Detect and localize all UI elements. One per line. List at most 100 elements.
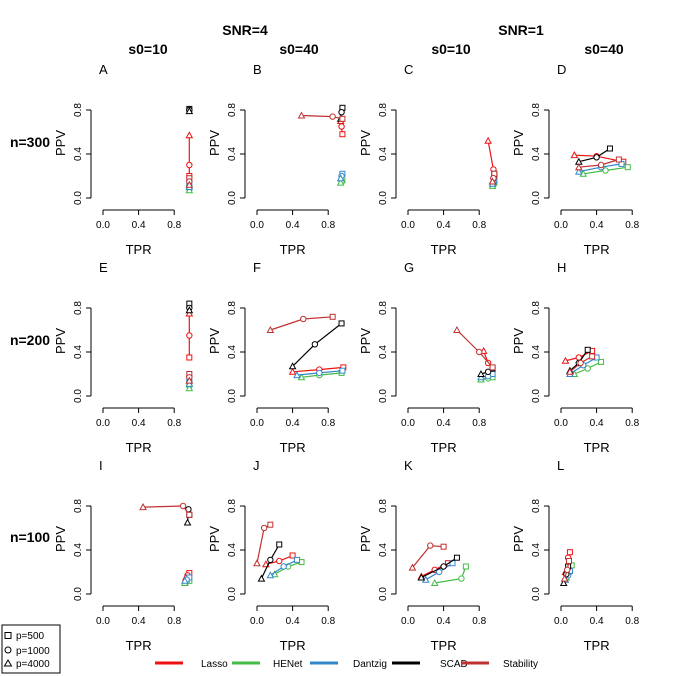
point-lasso-p-4000 <box>561 356 570 364</box>
series-stability <box>185 175 194 188</box>
panel-letter-f: F <box>253 260 261 275</box>
point-stability-p-1000 <box>597 161 605 169</box>
point-lasso-p-500 <box>186 354 193 361</box>
x-tick-label: 0.0 <box>554 616 568 627</box>
series-scad <box>417 554 460 581</box>
panel-letter-a: A <box>99 62 108 77</box>
x-tick-label: 0.0 <box>96 616 110 627</box>
x-tick-label: 0.0 <box>554 220 568 231</box>
point-dantzig-p-4000 <box>336 174 345 182</box>
y-tick-label: 0.8 <box>378 103 389 117</box>
point-stability-p-500 <box>589 353 596 360</box>
panel-letter-j: J <box>253 458 260 473</box>
legend-method-dantzig: Dantzig <box>353 659 387 670</box>
y-axis-title: PPV <box>207 328 222 354</box>
x-axis-title: TPR <box>584 440 610 455</box>
point-lasso-p-4000 <box>185 309 194 317</box>
y-axis-title: PPV <box>53 526 68 552</box>
point-stability-p-4000 <box>253 559 261 567</box>
y-tick-label: 0.4 <box>227 345 238 359</box>
series-stability <box>139 502 193 518</box>
series-henet <box>579 164 631 177</box>
y-tick-label: 0.0 <box>378 191 389 205</box>
x-axis-title: TPR <box>431 638 457 653</box>
y-tick-label: 0.4 <box>227 543 238 557</box>
point-dantzig-p-4000 <box>293 371 301 379</box>
series-dantzig <box>336 170 346 182</box>
series-scad <box>288 320 345 370</box>
x-tick-label: 0.4 <box>132 418 146 429</box>
y-tick-label: 0.4 <box>73 543 84 557</box>
point-dantzig-p-4000 <box>477 373 485 381</box>
x-axis-title: TPR <box>280 440 306 455</box>
point-scad-p-1000 <box>338 109 345 116</box>
panel-letter-d: D <box>557 62 566 77</box>
point-scad-p-4000 <box>559 578 568 586</box>
point-stability-p-500 <box>489 364 496 371</box>
y-tick-label: 0.0 <box>73 587 84 601</box>
point-henet-p-4000 <box>185 186 194 194</box>
panel-letter-g: G <box>404 260 414 275</box>
point-dantzig-p-1000 <box>280 563 287 570</box>
point-stability-p-1000 <box>329 113 336 120</box>
point-henet-p-500 <box>462 563 469 570</box>
y-axis-title: PPV <box>358 328 373 354</box>
row-label-n100: n=100 <box>10 529 50 545</box>
legend-label-p4000: p=4000 <box>16 659 50 670</box>
point-scad-p-1000 <box>484 368 492 375</box>
y-tick-label: 0.4 <box>378 345 389 359</box>
row-label-n200: n=200 <box>10 332 50 348</box>
point-stability-p-500 <box>339 115 346 122</box>
marker-legend-box <box>1 624 61 674</box>
x-tick-label: 0.4 <box>590 220 604 231</box>
y-tick-label: 0.8 <box>378 499 389 513</box>
y-tick-label: 0.4 <box>531 147 542 161</box>
x-axis-title: TPR <box>280 638 306 653</box>
y-tick-label: 0.8 <box>531 499 542 513</box>
point-henet-p-4000 <box>336 178 345 186</box>
y-tick-label: 0.4 <box>227 147 238 161</box>
point-scad-p-1000 <box>593 154 600 161</box>
point-scad-p-4000 <box>185 306 194 314</box>
point-stability-p-1000 <box>427 542 434 549</box>
point-dantzig-p-4000 <box>181 576 189 584</box>
x-tick-label: 0.8 <box>167 616 181 627</box>
x-tick-label: 0.8 <box>625 220 639 231</box>
panel-c: C 0.0 0.4 0.8 0.0 0.4 0.8 TPR PPV <box>358 62 498 257</box>
y-axis-title: PPV <box>511 526 526 552</box>
point-stability-p-4000 <box>139 503 147 511</box>
x-tick-label: 0.0 <box>554 418 568 429</box>
x-tick-label: 0.0 <box>401 220 415 231</box>
series-scad <box>257 541 283 582</box>
x-axis-title: TPR <box>584 242 610 257</box>
y-axis-title: PPV <box>207 130 222 156</box>
point-stability-p-4000 <box>185 180 194 188</box>
marker-legend: p=500 p=1000 p=4000 <box>1 624 61 674</box>
y-tick-label: 0.8 <box>227 301 238 315</box>
point-lasso-p-4000 <box>484 136 492 144</box>
y-axis-title: PPV <box>53 130 68 156</box>
series-stability <box>488 170 498 185</box>
point-stability-p-500 <box>186 511 193 518</box>
x-axis-title: TPR <box>126 638 152 653</box>
point-scad-p-1000 <box>311 341 319 348</box>
panel-letter-l: L <box>557 458 564 473</box>
series-dantzig <box>266 556 301 579</box>
x-tick-label: 0.0 <box>401 616 415 627</box>
point-stability-p-4000 <box>560 574 569 582</box>
x-axis-title: TPR <box>126 242 152 257</box>
x-tick-label: 0.0 <box>250 418 264 429</box>
y-tick-label: 0.4 <box>378 147 389 161</box>
x-tick-label: 0.8 <box>321 220 335 231</box>
x-tick-label: 0.0 <box>96 418 110 429</box>
panel-letter-c: C <box>404 62 413 77</box>
y-tick-label: 0.0 <box>531 587 542 601</box>
point-scad-p-1000 <box>267 556 274 564</box>
y-tick-label: 0.4 <box>73 345 84 359</box>
series-dantzig <box>181 574 193 584</box>
point-stability-p-500 <box>566 558 573 564</box>
point-stability-p-4000 <box>266 325 275 333</box>
point-scad-p-4000 <box>183 518 192 526</box>
point-stability-p-1000 <box>564 566 571 573</box>
